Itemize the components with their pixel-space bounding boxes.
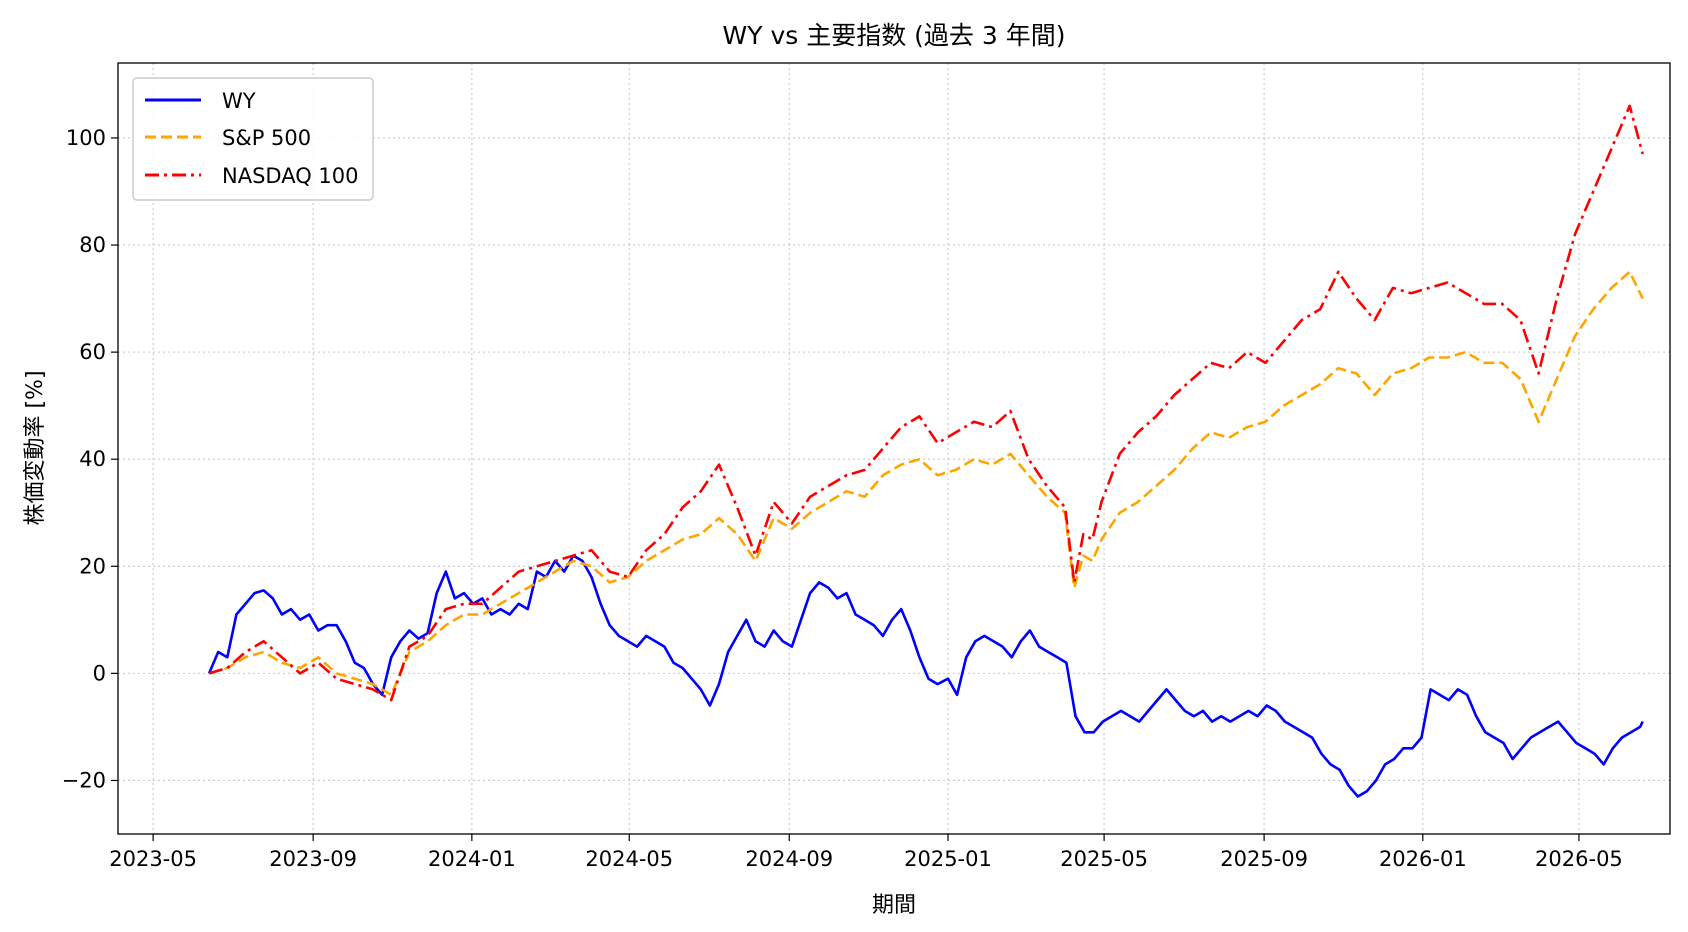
y-tick-label: 60 [79,340,106,364]
y-tick-label: 0 [93,661,106,685]
y-tick-label: 100 [66,126,106,150]
y-axis: −20 0 20 40 60 80 100 [62,126,118,792]
series-line-wy [207,554,1644,798]
series-lines [207,104,1644,798]
grid [118,63,1670,834]
legend-label-wy: WY [222,89,256,113]
legend-label-nasdaq100: NASDAQ 100 [222,164,359,188]
y-axis-label: 株価変動率 [%] [23,370,48,525]
x-tick-label: 2024-05 [585,847,673,871]
chart-title: WY vs 主要指数 (過去 3 年間) [723,21,1066,50]
x-tick-label: 2026-01 [1379,847,1467,871]
y-tick-label: 80 [79,233,106,257]
x-tick-label: 2024-09 [745,847,833,871]
legend-label-sp500: S&P 500 [222,126,311,150]
plot-border [117,62,1671,835]
series-line-s-p-500 [208,270,1644,697]
x-tick-label: 2025-01 [904,847,992,871]
x-axis: 2023-05 2023-09 2024-01 2024-05 2024-09 2025-… [109,834,1623,871]
x-tick-label: 2025-05 [1060,847,1148,871]
x-tick-label: 2025-09 [1220,847,1308,871]
y-tick-label: 40 [79,447,106,471]
legend-box [132,77,374,201]
x-axis-label: 期間 [872,893,916,918]
x-tick-label: 2024-01 [428,847,516,871]
y-tick-label: −20 [62,768,106,792]
plot-area [118,63,1670,834]
legend: WY S&P 500 NASDAQ 100 [132,77,374,201]
x-tick-label: 2023-05 [109,847,197,871]
series-line-nasdaq-100 [208,104,1644,702]
x-tick-label: 2026-05 [1535,847,1623,871]
y-tick-label: 20 [79,554,106,578]
x-tick-label: 2023-09 [269,847,357,871]
